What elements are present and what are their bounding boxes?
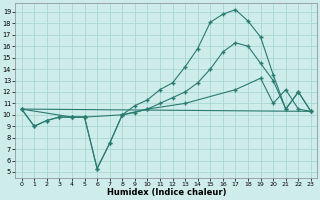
X-axis label: Humidex (Indice chaleur): Humidex (Indice chaleur)	[107, 188, 226, 197]
